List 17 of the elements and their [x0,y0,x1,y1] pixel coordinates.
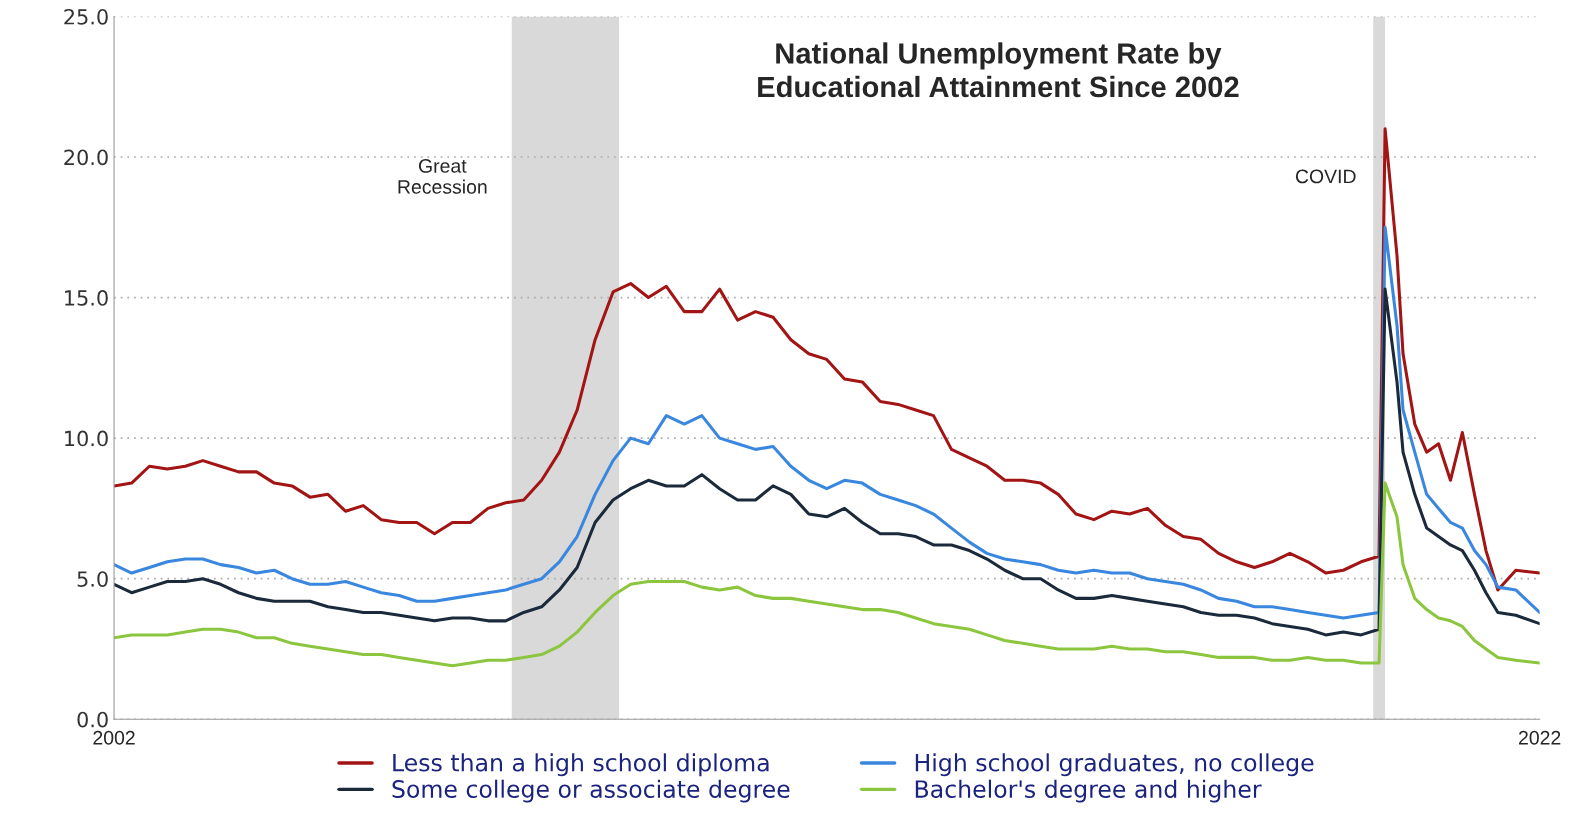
x-tick-label: 2002 [93,730,135,745]
band-label: COVID [1295,169,1356,184]
y-tick-label: 25.0 [64,8,108,25]
band-label: Great Recession [398,159,487,194]
line-series [114,481,1540,668]
legend-label: Less than a high school diploma [393,753,769,777]
y-tick-label: 10.0 [65,430,108,447]
legend-label: High school graduates, no college [915,753,1314,777]
y-tick-label: 5.0 [77,571,108,587]
y-tick-label: 0.0 [77,711,108,728]
x-tick-label: 2022 [1519,730,1561,745]
legend-label: Bachelor's degree and higher [915,779,1262,803]
y-tick-label: 20.0 [64,149,108,166]
line-series [114,287,1540,637]
legend-label: Some college or associate degree [392,779,790,803]
y-tick-label: 15.0 [65,290,108,306]
text: National Unemployment Rate by Educational Attainment Since 2002 [758,42,1239,98]
